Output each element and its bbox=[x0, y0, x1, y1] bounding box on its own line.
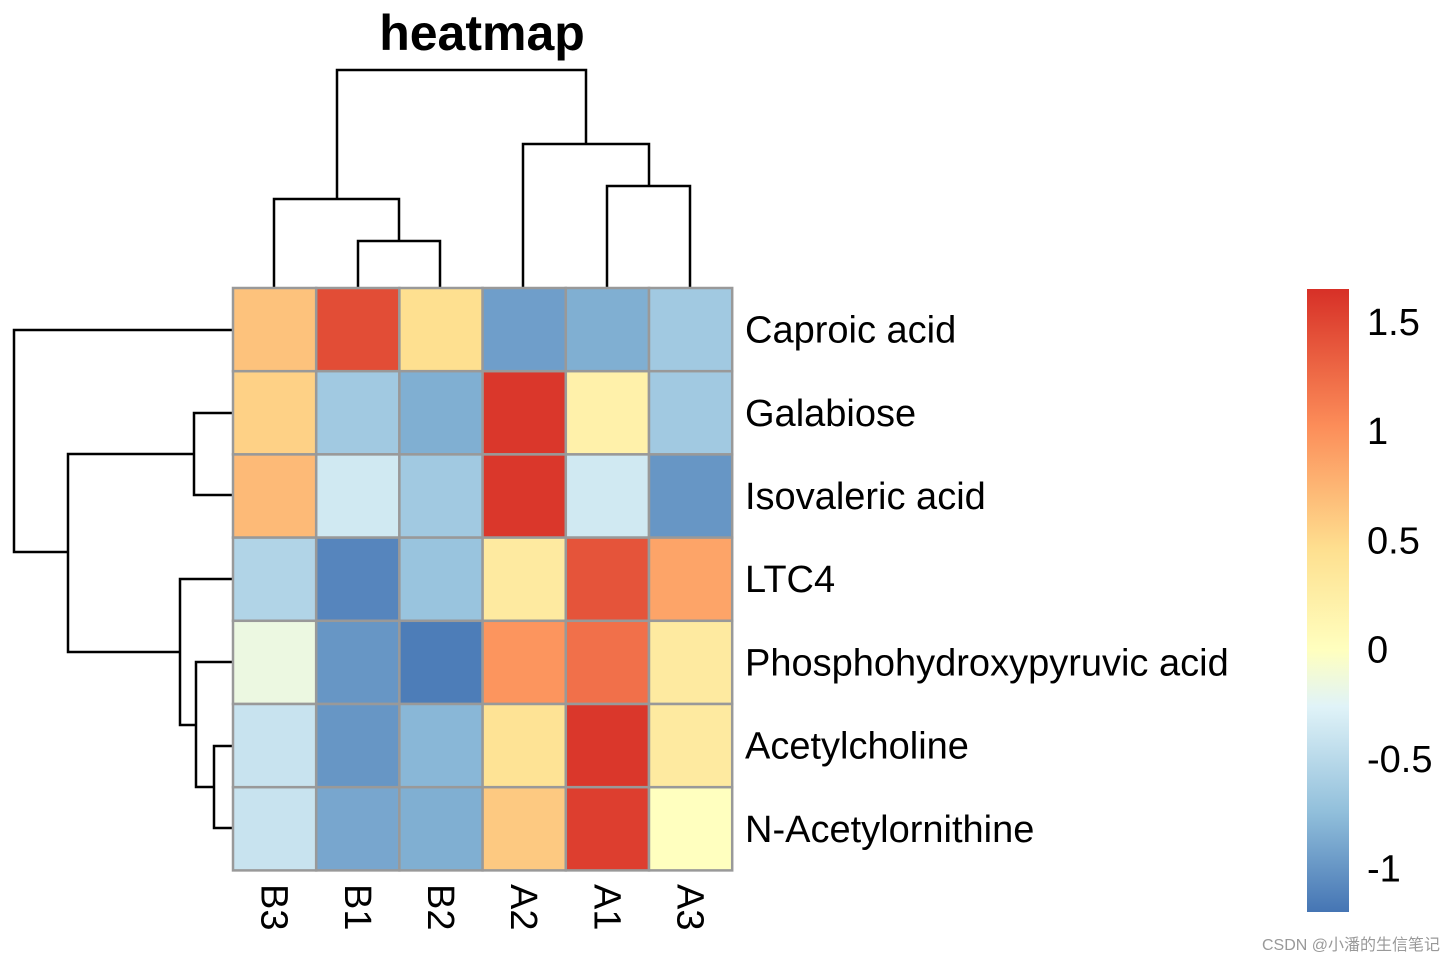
chart-title: heatmap bbox=[379, 5, 585, 61]
watermark: CSDN @小潘的生信笔记 bbox=[1262, 936, 1440, 954]
heatmap-cell bbox=[398, 286, 484, 373]
heatmap-cell bbox=[481, 702, 568, 789]
heatmap-cell bbox=[314, 369, 401, 456]
heatmap-cell bbox=[231, 702, 318, 789]
heatmap-cell bbox=[564, 536, 651, 623]
legend-tick-label: 1.5 bbox=[1367, 302, 1420, 344]
heatmap-cell bbox=[647, 536, 734, 623]
col-dendro-a1a3 bbox=[605, 184, 692, 288]
heatmap-cell bbox=[231, 619, 318, 706]
heatmap-cell bbox=[481, 536, 568, 623]
row-labels: Caproic acid Galabiose Isovaleric acid LTC4… bbox=[745, 310, 1229, 851]
col-dendro-root bbox=[335, 68, 588, 200]
heatmap-cell bbox=[481, 369, 568, 456]
row-label: Isovaleric acid bbox=[745, 476, 986, 518]
row-dendro-root bbox=[12, 328, 233, 554]
heatmap-cell bbox=[481, 785, 568, 872]
heatmap-cells bbox=[231, 286, 734, 872]
row-dendro-galabiose bbox=[192, 411, 233, 497]
heatmap-cell bbox=[314, 702, 401, 789]
heatmap-cell bbox=[647, 785, 734, 872]
heatmap-cell bbox=[398, 619, 484, 706]
row-label: Phosphohydroxypyruvic acid bbox=[745, 642, 1229, 684]
heatmap-cell bbox=[231, 785, 318, 872]
heatmap-cell bbox=[398, 536, 484, 623]
column-label: A2 bbox=[502, 884, 544, 930]
heatmap-cell bbox=[564, 702, 651, 789]
col-dendro-b1b2 bbox=[356, 239, 442, 288]
column-label: A1 bbox=[585, 884, 627, 930]
col-dendro-b bbox=[272, 197, 401, 288]
row-dendrogram bbox=[12, 328, 233, 830]
legend-tick-label: 0.5 bbox=[1367, 520, 1420, 562]
heatmap-cell bbox=[647, 369, 734, 456]
heatmap-cell bbox=[231, 369, 318, 456]
heatmap-cell bbox=[314, 536, 401, 623]
legend-tick-label: 1 bbox=[1367, 411, 1388, 453]
col-dendro-a bbox=[521, 142, 651, 288]
heatmap-cell bbox=[314, 286, 401, 373]
heatmap-cell bbox=[398, 369, 484, 456]
column-label: B2 bbox=[419, 884, 461, 930]
row-dendro-main bbox=[66, 452, 194, 654]
row-label: Galabiose bbox=[745, 393, 916, 435]
column-label: B3 bbox=[253, 884, 295, 930]
heatmap-cell bbox=[564, 286, 651, 373]
row-dendro-acetyl bbox=[212, 744, 233, 830]
heatmap-cell bbox=[481, 453, 568, 539]
heatmap-cell bbox=[647, 619, 734, 706]
heatmap-cell bbox=[314, 785, 401, 872]
heatmap-cell bbox=[481, 619, 568, 706]
heatmap-cell bbox=[398, 453, 484, 539]
column-labels: B3 B1 B2 A2 A1 A3 bbox=[253, 884, 711, 930]
row-dendro-phospho bbox=[194, 660, 233, 789]
heatmap-cell bbox=[564, 785, 651, 872]
heatmap-cell bbox=[647, 286, 734, 373]
column-label: B1 bbox=[336, 884, 378, 930]
legend-tick-label: -1 bbox=[1367, 848, 1401, 890]
heatmap-cell bbox=[314, 619, 401, 706]
legend-ticks: 1.5 1 0.5 0 -0.5 -1 bbox=[1367, 302, 1432, 890]
row-dendro-ltc4 bbox=[178, 577, 233, 727]
heatmap-cell bbox=[647, 702, 734, 789]
heatmap-cell bbox=[398, 702, 484, 789]
row-label: Caproic acid bbox=[745, 310, 956, 352]
legend-tick-label: 0 bbox=[1367, 630, 1388, 672]
legend-tick-label: -0.5 bbox=[1367, 739, 1432, 781]
column-label: A3 bbox=[669, 884, 711, 930]
legend-colorbar bbox=[1307, 289, 1349, 912]
heatmap-cell bbox=[231, 536, 318, 623]
heatmap-cell bbox=[314, 453, 401, 539]
heatmap-cell bbox=[481, 286, 568, 373]
heatmap-cell bbox=[231, 286, 318, 373]
heatmap-cell bbox=[564, 453, 651, 539]
heatmap-cell bbox=[398, 785, 484, 872]
heatmap-cell bbox=[564, 369, 651, 456]
row-label: LTC4 bbox=[745, 559, 835, 601]
column-dendrogram bbox=[272, 68, 692, 288]
heatmap-cell bbox=[231, 453, 318, 539]
row-label: Acetylcholine bbox=[745, 726, 969, 768]
heatmap-cell bbox=[647, 453, 734, 539]
heatmap-cell bbox=[564, 619, 651, 706]
row-label: N-Acetylornithine bbox=[745, 809, 1034, 851]
